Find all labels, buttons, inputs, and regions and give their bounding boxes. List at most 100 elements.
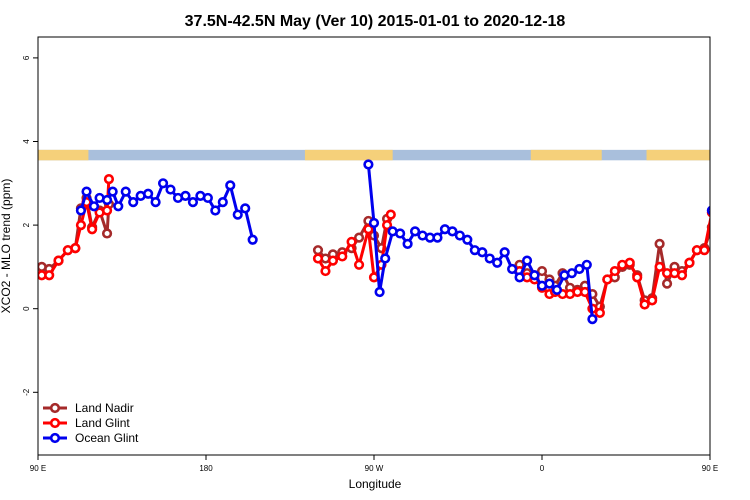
land-glint-point-49 [716, 192, 724, 200]
land-nadir-point-49 [723, 211, 731, 219]
land-nadir-point-11 [312, 245, 324, 256]
ocean-glint-point-38 [454, 230, 465, 241]
land-glint-point-38 [632, 272, 643, 283]
land-glint-point-35 [609, 265, 620, 277]
land-glint-point-2 [53, 255, 64, 266]
ocean-glint-point-27 [374, 286, 385, 298]
legend-label-ocean-glint: Ocean Glint [75, 431, 139, 445]
ocean-glint-point-20 [217, 197, 228, 208]
ocean-glint-point-22 [232, 209, 243, 220]
land-nadir-point-51 [738, 230, 746, 238]
ocean-glint-point-6 [113, 201, 124, 212]
y-axis-label: XCO2 - MLO trend (ppm) [0, 179, 13, 314]
land-glint-point-40 [647, 295, 658, 306]
ocean-glint-point-21 [225, 180, 236, 191]
land-glint-point-9 [101, 205, 113, 216]
plot-frame [37, 36, 711, 456]
land-glint-point-45 [684, 257, 695, 268]
x-tick-label-0: 90 E [30, 464, 46, 473]
land-segment-0 [38, 149, 89, 161]
ocean-glint-point-58 [716, 188, 724, 196]
x-axis-ticks: 90 E 180 90 W 0 90 E [30, 455, 718, 473]
land-nadir-point-16 [353, 232, 365, 243]
ocean-glint-point-44 [499, 247, 510, 258]
land-glint-point-5 [75, 220, 87, 231]
ocean-glint-point-1 [81, 186, 92, 197]
ocean-glint-point-8 [128, 197, 139, 208]
ocean-glint-point-46 [514, 272, 525, 283]
legend-label-land-glint: Land Glint [75, 416, 130, 430]
ocean-glint-point-26 [368, 217, 380, 229]
legend-marker-ocean-glint [49, 432, 61, 444]
land-glint-point-50 [723, 221, 731, 229]
ocean-glint-point-48 [529, 270, 540, 281]
y-tick-label-3: 4 [22, 139, 31, 144]
ocean-glint-point-54 [574, 263, 585, 275]
land-segment-3 [646, 149, 710, 161]
land-nadir-point-41 [661, 278, 673, 289]
y-axis-ticks: -2 0 2 4 6 [22, 55, 38, 396]
ocean-glint-point-59 [723, 202, 731, 210]
y-tick-label-1: 0 [22, 306, 31, 311]
ocean-glint-point-0 [75, 205, 87, 216]
x-tick-label-4: 90 E [702, 464, 718, 473]
ocean-glint-point-50 [544, 278, 555, 289]
ocean-glint-point-42 [484, 253, 495, 264]
y-tick-label-4: 6 [22, 55, 31, 60]
ocean-glint-point-2 [88, 201, 100, 212]
ocean-glint-point-47 [521, 255, 533, 266]
ocean-glint-point-37 [447, 226, 458, 237]
ocean-glint-point-11 [150, 197, 161, 208]
land-nadir-point-24 [536, 265, 548, 277]
land-glint-point-44 [676, 270, 688, 281]
land-glint-point-41 [654, 261, 665, 273]
land-glint-point-39 [639, 299, 650, 310]
land-segment-1 [304, 149, 393, 161]
land-glint-point-18 [368, 272, 380, 283]
ocean-glint-point-23 [240, 203, 251, 214]
land-glint-point-37 [624, 257, 635, 268]
land-glint-point-11 [312, 253, 324, 264]
ocean-glint-point-57 [706, 205, 710, 216]
legend-marker-land-nadir [49, 402, 61, 414]
land-nadir-point-50 [730, 200, 738, 208]
land-glint-point-14 [337, 251, 348, 262]
land-glint-point-47 [699, 245, 710, 256]
land-glint-point-7 [87, 224, 98, 235]
ocean-glint-point-56 [587, 314, 598, 325]
ocean-glint-point-31 [402, 238, 413, 250]
land-glint-point-52 [738, 175, 746, 183]
land-nadir-point-40 [654, 238, 665, 250]
land-nadir-point-48 [716, 196, 724, 204]
ocean-glint-point-28 [380, 253, 391, 264]
ocean-glint-point-12 [157, 178, 169, 189]
series-ocean-glint [75, 159, 746, 325]
ocean-glint-point-7 [120, 186, 131, 197]
ocean-glint-point-41 [477, 247, 488, 258]
x-axis-label: Longitude [349, 477, 402, 491]
y-tick-label-0: -2 [22, 388, 31, 396]
ocean-glint-point-61 [738, 196, 746, 204]
ocean-glint-point-5 [107, 186, 118, 197]
x-tick-label-1: 180 [199, 464, 213, 473]
ocean-glint-point-35 [432, 232, 443, 243]
land-glint-point-53 [742, 202, 750, 210]
land-glint-point-17 [363, 224, 374, 235]
ocean-glint-point-53 [566, 268, 577, 279]
land-glint-point-21 [385, 209, 396, 220]
land-glint-point-31 [579, 286, 591, 298]
land-glint-point-4 [70, 242, 81, 254]
legend-marker-land-glint [49, 417, 61, 429]
land-glint-point-15 [346, 236, 357, 247]
land-glint-point-16 [353, 259, 365, 270]
x-tick-label-2: 90 W [365, 464, 384, 473]
ocean-glint-point-15 [180, 190, 191, 201]
land-glint-point-20 [381, 220, 393, 231]
land-glint-point-34 [602, 274, 613, 285]
ocean-glint-point-16 [187, 197, 199, 208]
ocean-glint-point-51 [551, 284, 563, 295]
ocean-glint-point-4 [101, 194, 113, 206]
land-glint-point-13 [327, 255, 339, 266]
land-glint-point-1 [44, 270, 55, 281]
